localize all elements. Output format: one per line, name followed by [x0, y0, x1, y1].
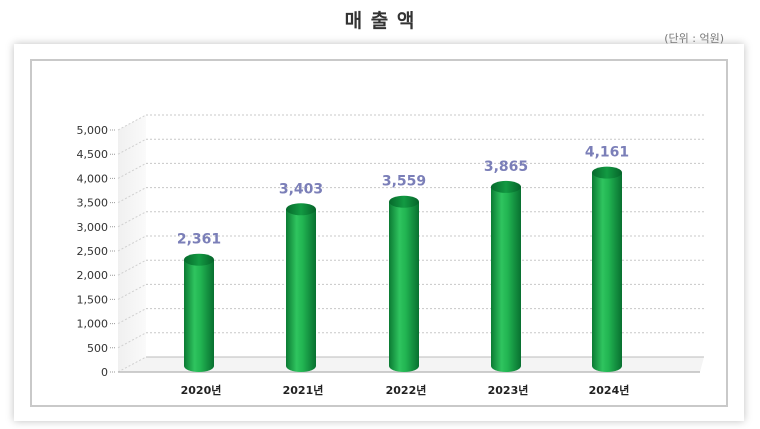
gridline-side [117, 138, 147, 155]
gridline-side [117, 283, 147, 300]
bar [184, 253, 214, 372]
bar-cap [286, 203, 316, 216]
y-tick-label: 1,000 [77, 318, 109, 331]
y-tick-label: 3,000 [77, 221, 109, 234]
chart-side-wall [118, 115, 146, 372]
y-tick-label: 4,500 [77, 148, 109, 161]
gridline-side [117, 235, 147, 252]
unit-label: (단위 : 억원) [664, 32, 724, 45]
y-tick-label: 4,000 [77, 172, 109, 185]
gridline-side [117, 308, 147, 325]
data-label: 3,865 [484, 159, 528, 175]
bar-body [389, 201, 419, 372]
y-tick-label: 2,000 [77, 269, 109, 282]
data-label: 2,361 [177, 232, 221, 248]
gridline-side [117, 162, 147, 179]
bar [592, 166, 622, 372]
bar [491, 180, 521, 372]
x-tick-label: 2023년 [488, 383, 529, 397]
x-tick-label: 2022년 [386, 383, 427, 397]
data-label: 3,559 [382, 174, 426, 190]
gridline-side [117, 259, 147, 276]
bar-body [491, 186, 521, 372]
gridline-side [117, 356, 147, 373]
bar [389, 195, 419, 372]
bar-cap [491, 180, 521, 193]
bar [286, 203, 316, 372]
bar-cap [592, 166, 622, 179]
gridline-side [117, 332, 147, 349]
y-tick-label: 5,000 [77, 124, 109, 137]
bar-body [286, 209, 316, 372]
gridline-side [117, 187, 147, 204]
y-tick-label: 500 [87, 342, 108, 355]
x-tick-label: 2020년 [181, 383, 222, 397]
gridline-side [117, 211, 147, 228]
data-label: 3,403 [279, 181, 323, 197]
page-title: 매 출 액 [344, 10, 416, 32]
y-tick-label: 0 [101, 366, 108, 379]
bar-body [184, 259, 214, 372]
bar-body [592, 172, 622, 372]
bar-cap [184, 253, 214, 266]
x-tick-label: 2021년 [283, 383, 324, 397]
y-tick-label: 1,500 [77, 293, 109, 306]
y-tick-label: 3,500 [77, 197, 109, 210]
data-label: 4,161 [585, 145, 629, 161]
y-tick-label: 2,500 [77, 245, 109, 258]
x-tick-label: 2024년 [589, 383, 630, 397]
bar-cap [389, 195, 419, 208]
gridline-side [117, 114, 147, 131]
